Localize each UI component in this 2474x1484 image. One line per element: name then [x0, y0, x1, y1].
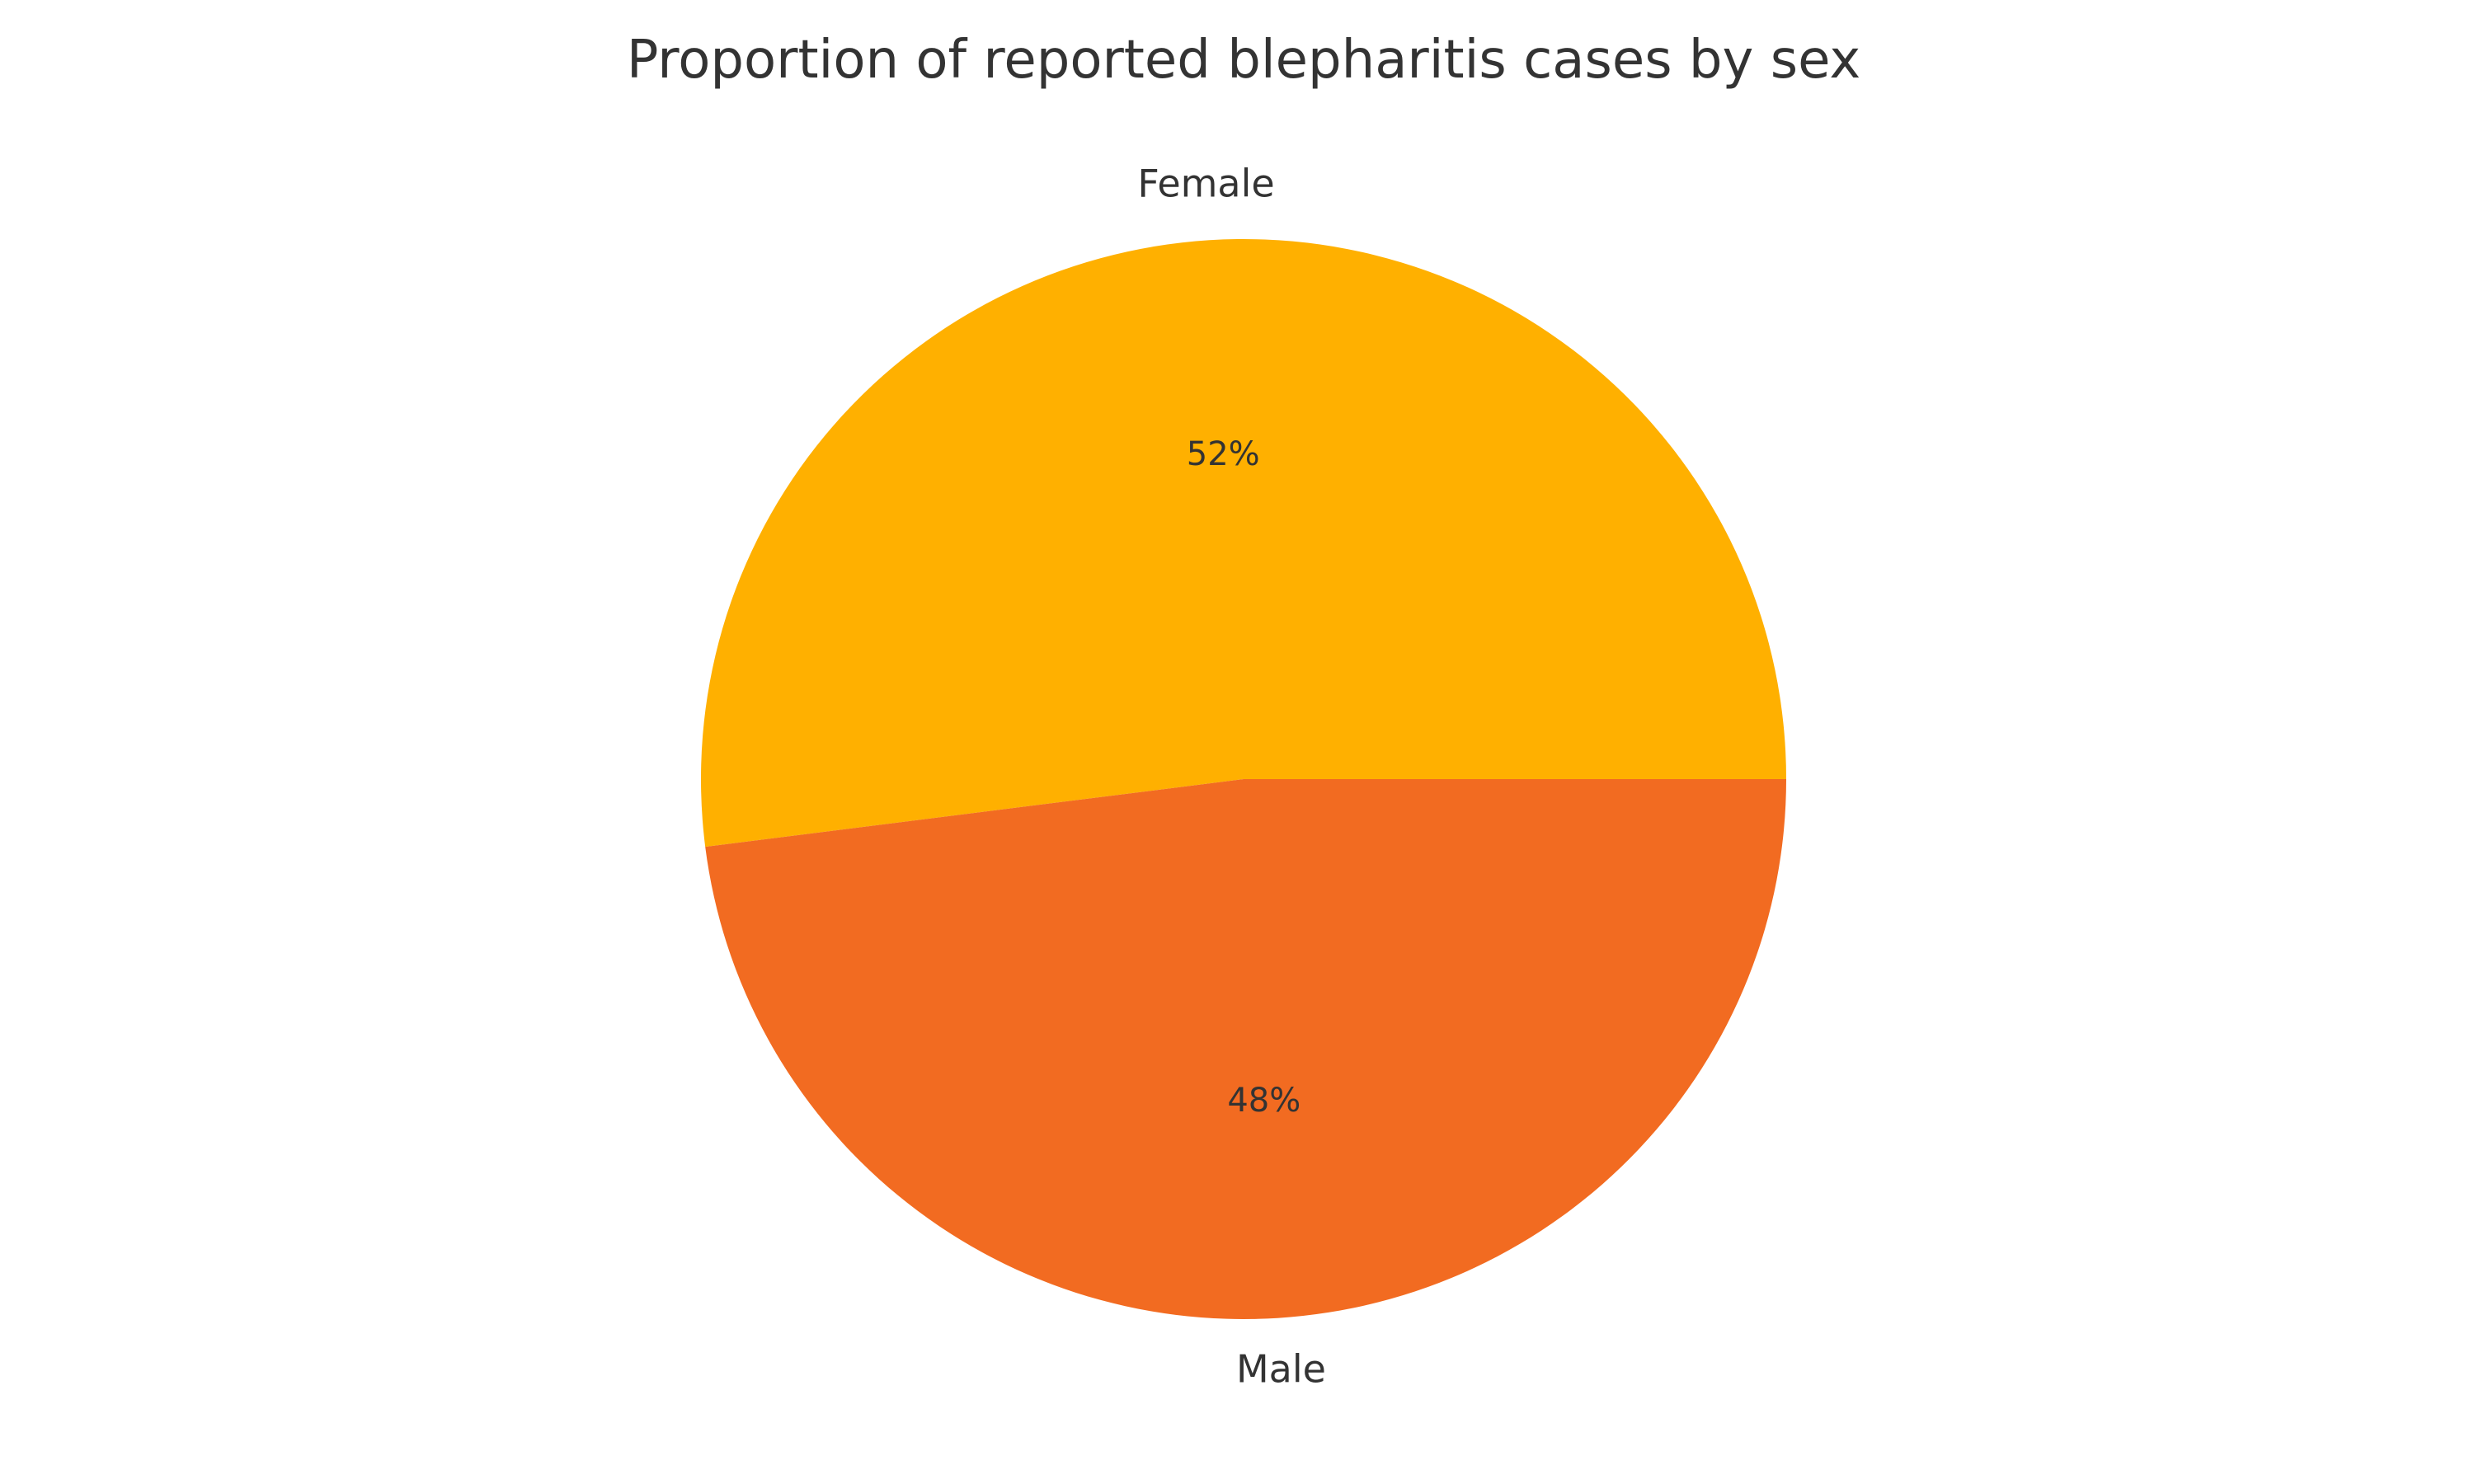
percent-label-female: 52% — [1187, 435, 1260, 473]
pie-slices — [700, 239, 1787, 1319]
pie-slice-female — [700, 239, 1786, 848]
percent-label-male: 48% — [1227, 1082, 1300, 1120]
pie-labels: Female 52% Male 48% — [1137, 161, 1326, 1391]
category-label-male: Male — [1236, 1347, 1326, 1392]
category-label-female: Female — [1137, 161, 1274, 205]
chart-title: Proportion of reported blepharitis cases… — [627, 30, 1860, 91]
pie-slice-male — [705, 779, 1787, 1319]
